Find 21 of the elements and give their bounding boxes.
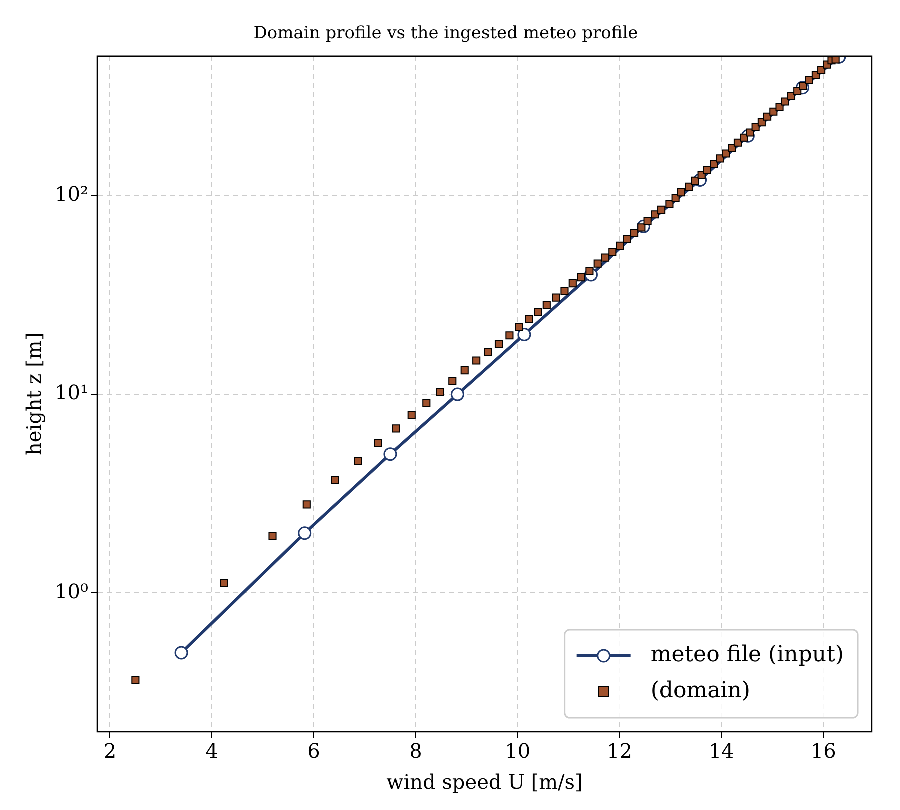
legend-label: meteo file (input) bbox=[650, 642, 844, 668]
x-tick-label: 4 bbox=[206, 739, 218, 764]
y-tick-label: 10⁰ bbox=[55, 579, 88, 604]
point bbox=[450, 388, 464, 402]
x-tick-label: 14 bbox=[708, 739, 734, 764]
point bbox=[174, 646, 188, 660]
legend-label: (domain) bbox=[650, 678, 751, 704]
x-tick-label: 2 bbox=[104, 739, 117, 764]
point bbox=[298, 526, 312, 540]
y-tick-label: 10¹ bbox=[55, 380, 88, 405]
y-tick-label: 10² bbox=[55, 182, 88, 206]
x-tick-label: 8 bbox=[410, 739, 422, 764]
y-axis-title: height z [m] bbox=[22, 332, 46, 456]
point bbox=[518, 328, 532, 342]
x-axis-title: wind speed U [m/s] bbox=[386, 770, 583, 794]
x-tick-label: 10 bbox=[505, 739, 531, 764]
x-tick-label: 6 bbox=[308, 739, 320, 764]
x-tick-label: 16 bbox=[810, 739, 836, 764]
chart-title: Domain profile vs the ingested meteo profile bbox=[254, 24, 638, 44]
point bbox=[384, 448, 398, 462]
x-tick-label: 12 bbox=[607, 739, 632, 764]
